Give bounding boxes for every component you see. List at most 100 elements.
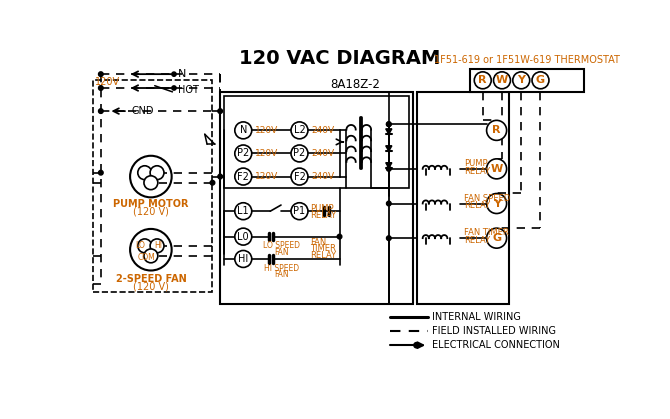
Text: F2: F2 bbox=[237, 171, 249, 181]
Circle shape bbox=[234, 203, 252, 220]
Text: 120V: 120V bbox=[255, 172, 278, 181]
Text: PUMP MOTOR: PUMP MOTOR bbox=[113, 199, 189, 209]
Circle shape bbox=[234, 228, 252, 245]
Circle shape bbox=[291, 145, 308, 162]
Text: 120V: 120V bbox=[94, 77, 120, 87]
Circle shape bbox=[387, 122, 391, 127]
Circle shape bbox=[98, 72, 103, 76]
Circle shape bbox=[234, 168, 252, 185]
Circle shape bbox=[387, 122, 391, 127]
Text: HI SPEED: HI SPEED bbox=[264, 264, 299, 273]
Text: GND: GND bbox=[131, 106, 154, 116]
Text: 240V: 240V bbox=[311, 172, 334, 181]
Text: P2: P2 bbox=[237, 148, 249, 158]
Circle shape bbox=[513, 72, 530, 89]
Bar bbox=[470, 69, 584, 92]
Text: RELAY: RELAY bbox=[464, 167, 490, 176]
Circle shape bbox=[291, 203, 308, 220]
Text: PUMP: PUMP bbox=[310, 204, 334, 213]
Circle shape bbox=[98, 86, 103, 91]
Text: 8A18Z-2: 8A18Z-2 bbox=[330, 78, 380, 91]
Text: INTERNAL WIRING: INTERNAL WIRING bbox=[432, 313, 521, 323]
Bar bbox=[417, 92, 509, 304]
Text: FAN SPEED: FAN SPEED bbox=[464, 194, 511, 203]
Circle shape bbox=[387, 236, 391, 241]
Text: P1: P1 bbox=[293, 206, 306, 216]
Circle shape bbox=[218, 109, 222, 114]
Circle shape bbox=[291, 122, 308, 139]
Text: (120 V): (120 V) bbox=[133, 206, 169, 216]
Circle shape bbox=[98, 171, 103, 175]
Text: (120 V): (120 V) bbox=[133, 282, 169, 292]
Circle shape bbox=[486, 194, 507, 214]
Text: RELAY: RELAY bbox=[464, 236, 490, 245]
Text: TIMER: TIMER bbox=[310, 244, 336, 253]
Polygon shape bbox=[386, 129, 392, 134]
Text: HI: HI bbox=[238, 254, 249, 264]
Text: FAN: FAN bbox=[275, 270, 289, 279]
Circle shape bbox=[234, 122, 252, 139]
Text: RELAY: RELAY bbox=[310, 211, 336, 220]
Text: P2: P2 bbox=[293, 148, 306, 158]
Circle shape bbox=[486, 228, 507, 248]
Text: W: W bbox=[496, 75, 508, 85]
Circle shape bbox=[98, 109, 103, 114]
Circle shape bbox=[337, 234, 342, 239]
Circle shape bbox=[130, 156, 172, 197]
Bar bbox=[220, 92, 413, 304]
Text: FIELD INSTALLED WIRING: FIELD INSTALLED WIRING bbox=[432, 326, 556, 336]
Circle shape bbox=[387, 166, 391, 171]
Text: FAN: FAN bbox=[310, 238, 326, 246]
Text: L2: L2 bbox=[293, 125, 306, 135]
Circle shape bbox=[234, 251, 252, 267]
Text: G: G bbox=[492, 233, 501, 243]
Circle shape bbox=[172, 72, 176, 76]
Circle shape bbox=[234, 145, 252, 162]
Circle shape bbox=[494, 72, 511, 89]
Circle shape bbox=[210, 181, 215, 185]
Text: Y: Y bbox=[517, 75, 525, 85]
Text: FAN TIMER: FAN TIMER bbox=[464, 228, 509, 237]
Text: 240V: 240V bbox=[311, 126, 334, 135]
Circle shape bbox=[130, 229, 172, 271]
Circle shape bbox=[387, 201, 391, 206]
Text: HI: HI bbox=[154, 241, 161, 251]
Circle shape bbox=[218, 174, 222, 179]
Circle shape bbox=[414, 342, 419, 348]
Bar bbox=[93, 80, 212, 292]
Circle shape bbox=[291, 168, 308, 185]
Polygon shape bbox=[386, 163, 392, 168]
Polygon shape bbox=[386, 146, 392, 151]
Text: R: R bbox=[478, 75, 487, 85]
Circle shape bbox=[144, 176, 158, 190]
Circle shape bbox=[144, 249, 158, 263]
Text: LO SPEED: LO SPEED bbox=[263, 241, 300, 251]
Text: COM: COM bbox=[138, 253, 155, 262]
Circle shape bbox=[486, 120, 507, 140]
Text: R: R bbox=[492, 125, 501, 135]
Text: 120V: 120V bbox=[255, 126, 278, 135]
Circle shape bbox=[138, 166, 151, 180]
Text: PUMP: PUMP bbox=[464, 159, 488, 168]
Text: Y: Y bbox=[492, 199, 500, 209]
Text: 120 VAC DIAGRAM: 120 VAC DIAGRAM bbox=[239, 49, 440, 68]
Text: G: G bbox=[536, 75, 545, 85]
Circle shape bbox=[172, 86, 176, 90]
Text: F2: F2 bbox=[293, 171, 306, 181]
Text: L0: L0 bbox=[237, 232, 249, 242]
Text: 2-SPEED FAN: 2-SPEED FAN bbox=[115, 274, 186, 284]
Text: LO: LO bbox=[135, 241, 145, 251]
Circle shape bbox=[150, 239, 164, 253]
Text: 1F51-619 or 1F51W-619 THERMOSTAT: 1F51-619 or 1F51W-619 THERMOSTAT bbox=[433, 54, 620, 65]
Circle shape bbox=[474, 72, 491, 89]
Text: N: N bbox=[240, 125, 247, 135]
Circle shape bbox=[486, 159, 507, 179]
Text: HOT: HOT bbox=[178, 85, 199, 95]
Bar bbox=[224, 96, 409, 188]
Text: N: N bbox=[178, 69, 186, 79]
Text: L1: L1 bbox=[237, 206, 249, 216]
Text: RELAY: RELAY bbox=[464, 201, 490, 210]
Text: W: W bbox=[490, 164, 502, 174]
Text: 240V: 240V bbox=[311, 149, 334, 158]
Text: 120V: 120V bbox=[255, 149, 278, 158]
